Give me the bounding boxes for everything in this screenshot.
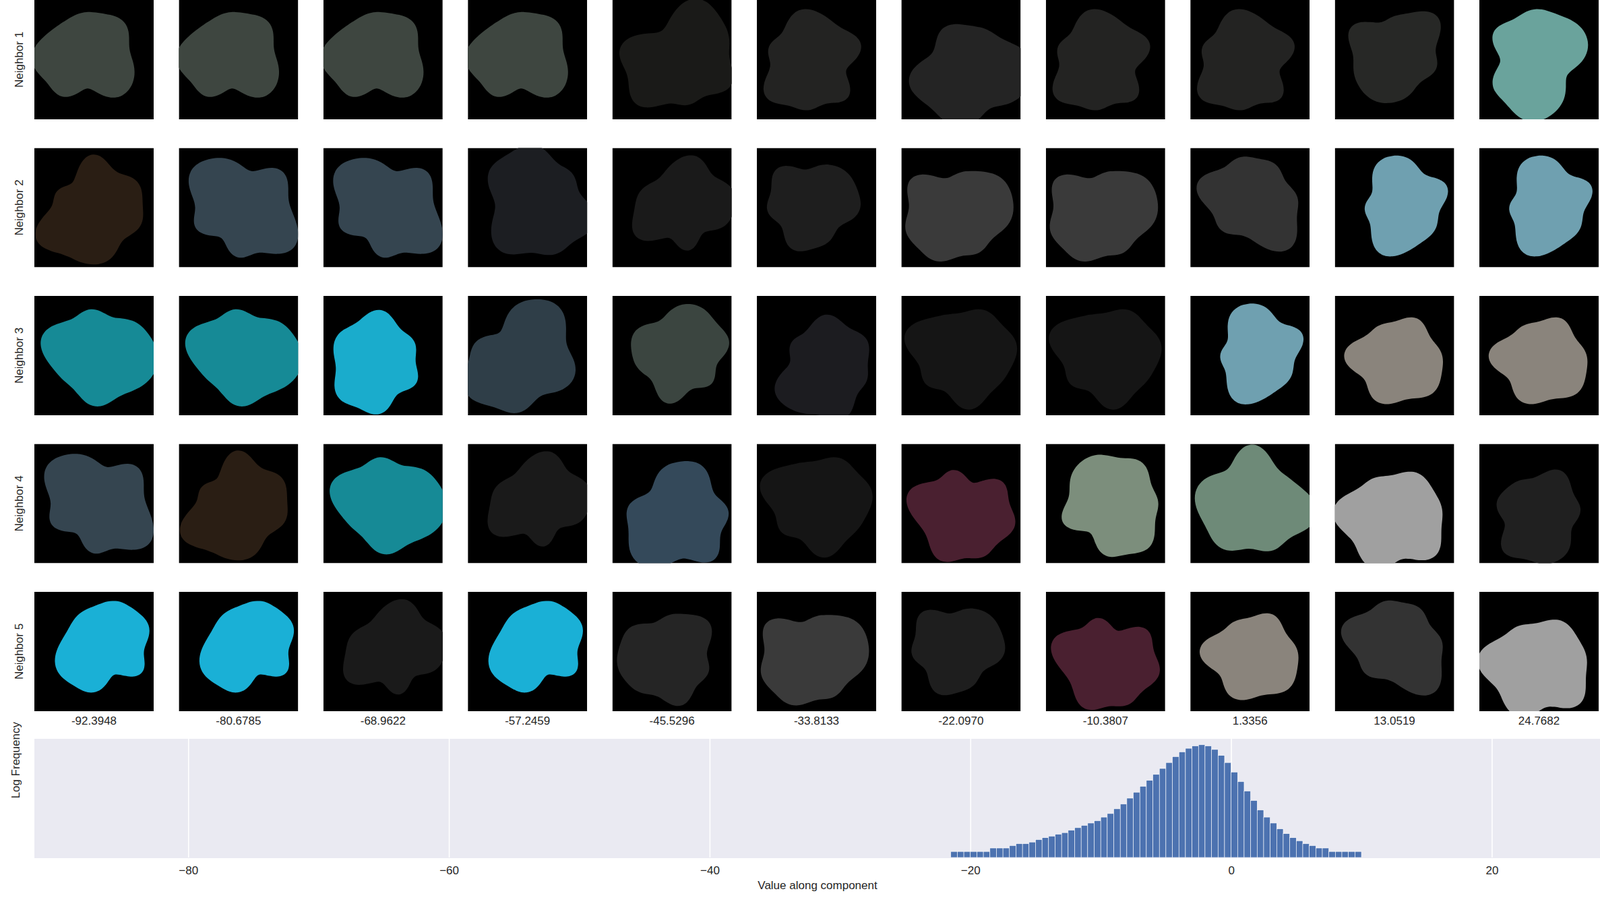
svg-text:−40: −40 bbox=[700, 864, 720, 877]
svg-text:−20: −20 bbox=[961, 864, 981, 877]
svg-text:-57.2459: -57.2459 bbox=[504, 714, 550, 728]
svg-text:-22.0970: -22.0970 bbox=[938, 714, 984, 728]
svg-text:-33.8133: -33.8133 bbox=[793, 714, 840, 728]
svg-text:13.0519: 13.0519 bbox=[1373, 714, 1415, 728]
svg-text:24.7682: 24.7682 bbox=[1518, 714, 1560, 728]
svg-text:Neighbor 2: Neighbor 2 bbox=[12, 179, 26, 236]
svg-text:-10.3807: -10.3807 bbox=[1083, 714, 1129, 728]
svg-text:-92.3948: -92.3948 bbox=[71, 714, 117, 728]
svg-text:-80.6785: -80.6785 bbox=[215, 714, 261, 728]
svg-text:−60: −60 bbox=[439, 864, 459, 877]
svg-text:Neighbor 1: Neighbor 1 bbox=[12, 31, 26, 88]
svg-text:0: 0 bbox=[1227, 864, 1235, 877]
svg-text:−80: −80 bbox=[178, 864, 199, 877]
svg-text:Value along component: Value along component bbox=[757, 878, 878, 892]
svg-text:Neighbor 5: Neighbor 5 bbox=[12, 623, 26, 680]
svg-text:20: 20 bbox=[1485, 864, 1499, 877]
svg-text:-45.5296: -45.5296 bbox=[649, 714, 695, 728]
svg-text:1.3356: 1.3356 bbox=[1232, 714, 1268, 728]
svg-text:Neighbor 4: Neighbor 4 bbox=[12, 475, 26, 532]
svg-text:-68.9622: -68.9622 bbox=[360, 714, 406, 728]
svg-text:Log Frequency: Log Frequency bbox=[9, 721, 23, 799]
svg-text:Neighbor 3: Neighbor 3 bbox=[12, 327, 26, 384]
